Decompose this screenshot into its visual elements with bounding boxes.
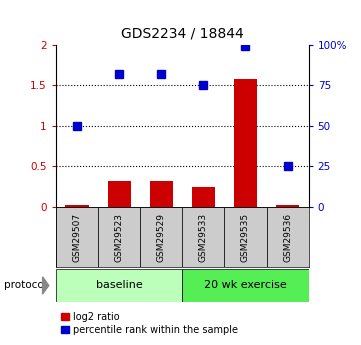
Bar bbox=[56, 269, 182, 302]
Text: baseline: baseline bbox=[96, 280, 143, 290]
Text: 20 wk exercise: 20 wk exercise bbox=[204, 280, 287, 290]
Bar bbox=[192, 187, 215, 207]
Text: GSM29523: GSM29523 bbox=[115, 213, 123, 262]
Bar bbox=[98, 207, 140, 267]
Bar bbox=[266, 207, 309, 267]
Bar bbox=[108, 181, 131, 207]
Text: GSM29533: GSM29533 bbox=[199, 213, 208, 262]
Text: protocol: protocol bbox=[4, 280, 46, 290]
Text: GSM29535: GSM29535 bbox=[241, 213, 250, 262]
Bar bbox=[182, 207, 225, 267]
Bar bbox=[276, 205, 299, 207]
Bar bbox=[182, 269, 309, 302]
Bar bbox=[234, 79, 257, 207]
Bar bbox=[140, 207, 182, 267]
Bar bbox=[150, 181, 173, 207]
Text: GSM29529: GSM29529 bbox=[157, 213, 166, 262]
Bar bbox=[56, 207, 98, 267]
Polygon shape bbox=[43, 277, 49, 294]
Text: GSM29507: GSM29507 bbox=[73, 213, 82, 262]
Bar bbox=[65, 205, 88, 207]
Bar bbox=[225, 207, 266, 267]
Text: GSM29536: GSM29536 bbox=[283, 213, 292, 262]
Title: GDS2234 / 18844: GDS2234 / 18844 bbox=[121, 27, 244, 41]
Legend: log2 ratio, percentile rank within the sample: log2 ratio, percentile rank within the s… bbox=[61, 312, 239, 335]
